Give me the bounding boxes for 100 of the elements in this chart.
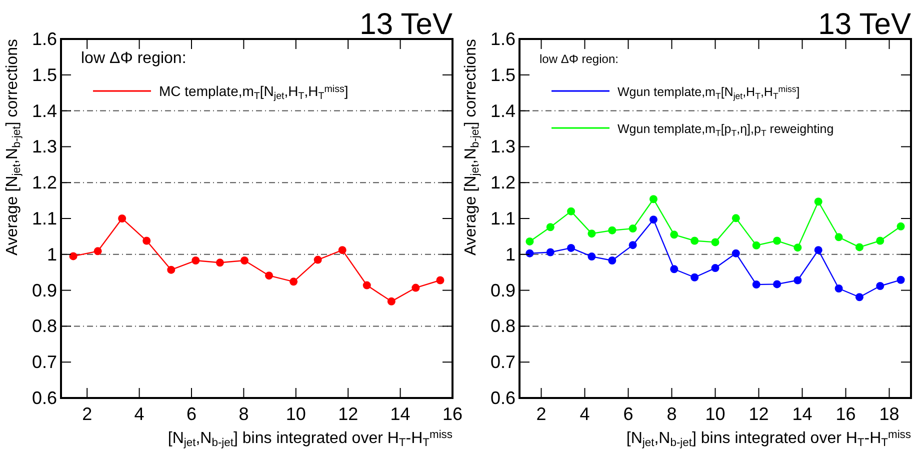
point xyxy=(118,214,126,222)
x-tick-label: 18 xyxy=(879,404,900,424)
y-tick-label: 1.1 xyxy=(490,208,516,228)
point xyxy=(216,258,224,267)
x-tick-label: 12 xyxy=(338,404,358,424)
point xyxy=(142,236,151,245)
point xyxy=(834,233,843,242)
x-tick-label: 6 xyxy=(623,404,634,424)
point xyxy=(855,243,864,252)
point xyxy=(690,236,699,245)
x-tick-label: 14 xyxy=(390,404,410,424)
point xyxy=(628,224,637,233)
point xyxy=(876,282,884,290)
point xyxy=(773,236,782,245)
y-tick-label: 1.4 xyxy=(32,100,57,121)
y-tick-label: 1 xyxy=(505,244,516,264)
y-tick-label: 1 xyxy=(46,244,57,264)
point xyxy=(690,273,699,282)
y-tick-label: 1.5 xyxy=(32,64,57,85)
legend-label: Wgun template,m$_{T}$[p$_{T}$,η],p$_{T}$ reweighting xyxy=(618,122,834,138)
y-tick-label: 1.5 xyxy=(490,64,516,85)
x-tick-label: 4 xyxy=(134,404,144,424)
point xyxy=(546,223,554,232)
legend-title: low ΔΦ region: xyxy=(540,52,618,66)
point xyxy=(649,195,658,204)
point xyxy=(588,252,596,261)
point xyxy=(732,249,740,258)
x-tick-label: 12 xyxy=(748,404,769,424)
point xyxy=(794,276,802,284)
x-tick-label: 10 xyxy=(705,404,726,424)
y-tick-label: 0.7 xyxy=(490,352,516,372)
point xyxy=(338,246,346,254)
chart-title: 13 TeV xyxy=(818,8,911,41)
text: MC template,m$_{T}$[N$_{jet}$,H$_{T}$,H$_{T}$$^{miss}$] xyxy=(159,83,348,102)
x-tick-label: 8 xyxy=(238,404,249,424)
point xyxy=(240,256,248,265)
point xyxy=(896,222,905,230)
legend-title: low ΔΦ region: xyxy=(81,50,186,67)
point xyxy=(608,226,616,234)
point xyxy=(412,284,420,292)
point xyxy=(752,241,760,250)
x-tick-label: 16 xyxy=(836,404,856,424)
point xyxy=(567,207,576,216)
y-tick-label: 1.1 xyxy=(32,208,57,228)
point xyxy=(436,276,444,284)
point xyxy=(732,214,740,222)
y-tick-label: 0.9 xyxy=(32,280,57,300)
y-tick-label: 0.8 xyxy=(32,316,57,336)
point xyxy=(711,238,720,246)
point xyxy=(752,280,760,289)
point xyxy=(794,244,802,252)
y-tick-label: 0.8 xyxy=(490,316,516,336)
point xyxy=(855,293,864,302)
point xyxy=(167,266,176,274)
point xyxy=(628,241,637,250)
point xyxy=(526,237,534,246)
x-tick-label: 4 xyxy=(580,404,590,424)
point xyxy=(670,265,678,274)
x-tick-label: 2 xyxy=(536,404,546,424)
point xyxy=(711,264,720,272)
point xyxy=(69,252,78,260)
point xyxy=(314,256,322,264)
point xyxy=(265,272,274,280)
x-tick-label: 6 xyxy=(186,404,197,424)
point xyxy=(896,276,905,284)
point xyxy=(649,216,658,224)
x-tick-label: 8 xyxy=(666,404,677,424)
point xyxy=(588,230,596,238)
y-tick-label: 0.9 xyxy=(490,280,516,300)
y-tick-label: 1.4 xyxy=(490,100,516,121)
point xyxy=(670,230,678,239)
x-tick-label: 10 xyxy=(286,404,306,424)
y-tick-label: 1.6 xyxy=(490,29,516,49)
point xyxy=(567,244,576,252)
chart-title: 13 TeV xyxy=(360,8,452,41)
y-tick-label: 1.3 xyxy=(490,136,516,157)
y-tick-label: 0.7 xyxy=(32,352,57,372)
point xyxy=(290,278,298,286)
y-tick-label: 0.6 xyxy=(32,388,57,408)
point xyxy=(834,284,843,293)
y-tick-label: 1.3 xyxy=(32,136,57,157)
point xyxy=(608,256,616,265)
point xyxy=(876,236,884,245)
point xyxy=(814,198,822,206)
y-tick-label: 1.6 xyxy=(32,29,57,49)
point xyxy=(814,246,822,254)
x-tick-label: 14 xyxy=(792,404,812,424)
x-tick-label: 16 xyxy=(442,404,463,424)
point xyxy=(526,249,534,258)
y-tick-label: 0.6 xyxy=(490,388,516,408)
point xyxy=(192,256,200,265)
point xyxy=(362,281,371,290)
point xyxy=(94,247,102,256)
y-tick-label: 1.2 xyxy=(32,172,57,193)
point xyxy=(546,248,554,256)
point xyxy=(387,297,396,306)
point xyxy=(773,280,782,288)
x-tick-label: 2 xyxy=(82,404,92,424)
text: Wgun template,m$_{T}$[N$_{jet}$,H$_{T}$,H$_{T}$$^{miss}$] xyxy=(618,84,800,101)
y-tick-label: 1.2 xyxy=(490,172,516,193)
